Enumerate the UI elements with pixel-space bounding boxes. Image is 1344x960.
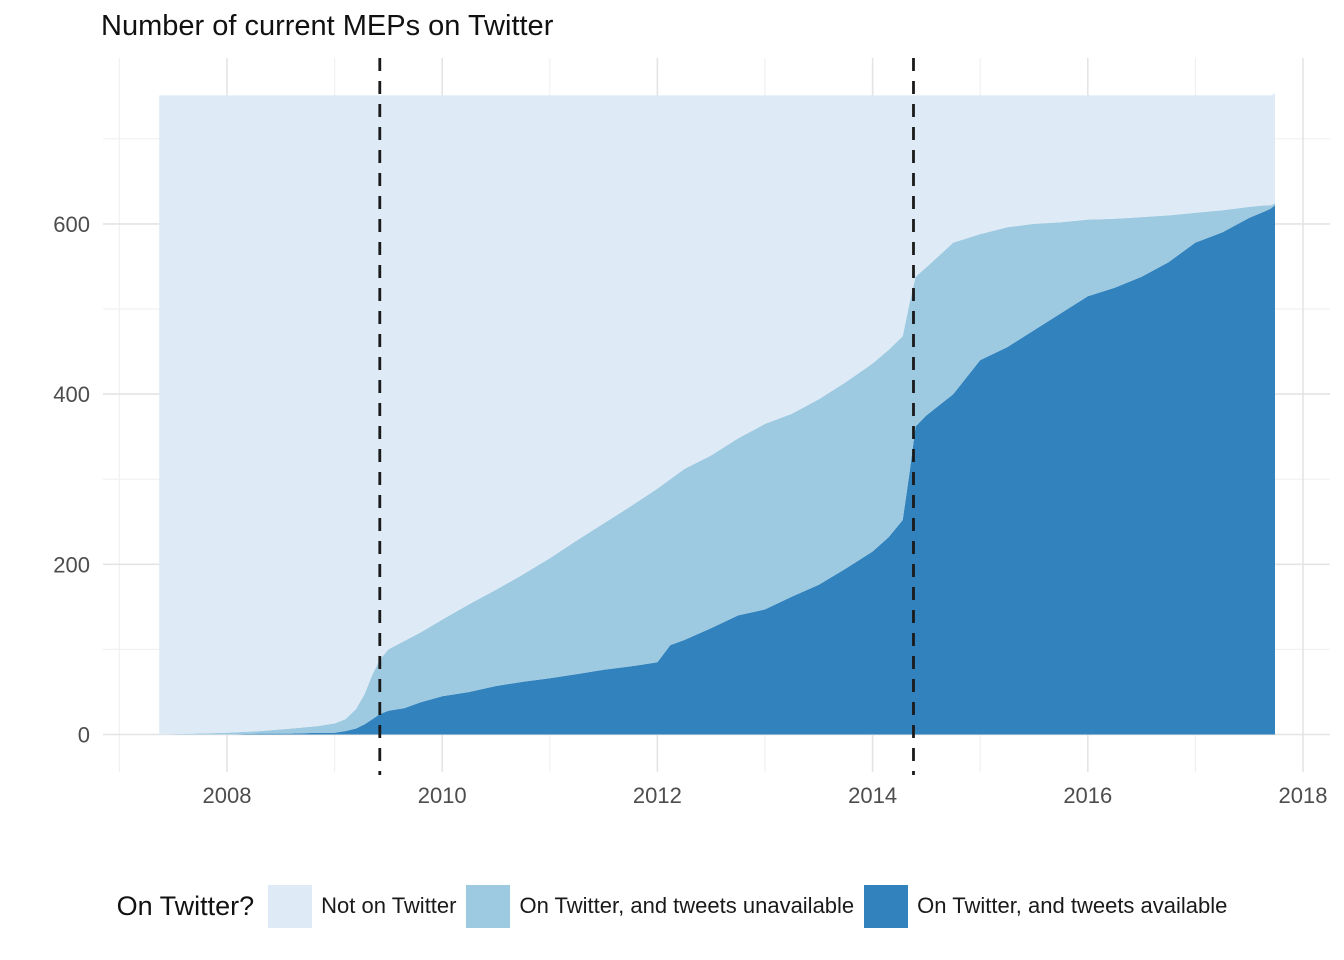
y-tick-label-400: 400 bbox=[53, 382, 90, 407]
y-tick-label-600: 600 bbox=[53, 212, 90, 237]
legend-label-2: On Twitter, and tweets unavailable bbox=[519, 893, 855, 918]
legend-label-3: On Twitter, and tweets available bbox=[917, 893, 1228, 918]
chart-title: Number of current MEPs on Twitter bbox=[101, 10, 554, 42]
legend-swatch-2 bbox=[466, 884, 511, 928]
legend-item-on-twitter-and-tweets-available: On Twitter, and tweets available bbox=[864, 884, 1228, 928]
y-tick-label-0: 0 bbox=[78, 723, 90, 748]
legend-swatch-1 bbox=[268, 884, 313, 928]
area-not-on-twitter bbox=[159, 93, 1276, 735]
y-tick-label-200: 200 bbox=[53, 552, 90, 577]
x-tick-label-2014: 2014 bbox=[848, 783, 897, 808]
x-tick-label-2008: 2008 bbox=[203, 783, 252, 808]
legend-title: On Twitter? bbox=[116, 890, 255, 921]
legend-item-not-on-twitter: Not on Twitter bbox=[268, 884, 457, 928]
stacked-area-chart: 0 200 400 600 2008 2010 2012 2014 2016 2018 bbox=[53, 58, 1330, 808]
legend-label-1: Not on Twitter bbox=[321, 893, 457, 918]
legend-swatch-3 bbox=[864, 884, 909, 928]
x-tick-label-2010: 2010 bbox=[418, 783, 467, 808]
legend-item-on-twitter-and-tweets-unavailable: On Twitter, and tweets unavailable bbox=[466, 884, 855, 928]
x-tick-label-2018: 2018 bbox=[1279, 783, 1328, 808]
legend: On Twitter? Not on Twitter On Twitter, an… bbox=[0, 878, 1344, 934]
area-on-twitter-and-tweets-available bbox=[159, 205, 1276, 735]
x-tick-label-2012: 2012 bbox=[633, 783, 682, 808]
area-on-twitter-and-tweets-unavailable bbox=[159, 203, 1276, 735]
x-tick-label-2016: 2016 bbox=[1063, 783, 1112, 808]
